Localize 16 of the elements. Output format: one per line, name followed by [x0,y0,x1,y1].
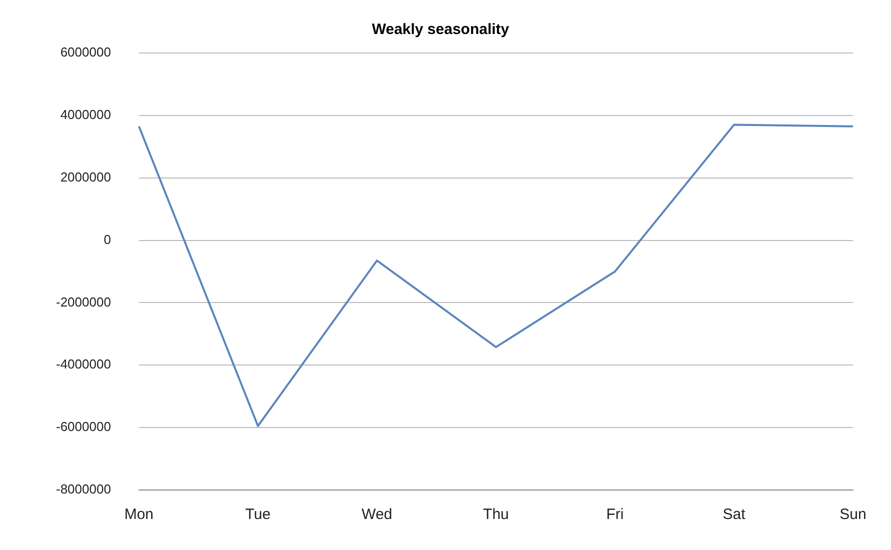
x-tick-label: Mon [124,506,154,524]
chart-title: Weakly seasonality [372,21,510,38]
y-tick-label: 4000000 [60,107,111,122]
x-tick-label: Sat [722,506,746,524]
y-tick-label: 2000000 [60,169,111,184]
x-tick-label: Wed [362,506,392,524]
y-tick-label: -4000000 [56,356,111,372]
x-tick-label: Tue [245,506,271,524]
x-tick-label: Fri [606,506,624,524]
y-tick-label: -8000000 [56,482,111,497]
y-tick-label: 0 [104,232,111,247]
y-tick-label: 6000000 [60,44,111,60]
y-tick-label: -2000000 [56,294,111,310]
x-tick-label: Sun [840,506,866,524]
x-tick-label: Thu [483,506,509,524]
y-tick-label: -6000000 [56,419,111,434]
